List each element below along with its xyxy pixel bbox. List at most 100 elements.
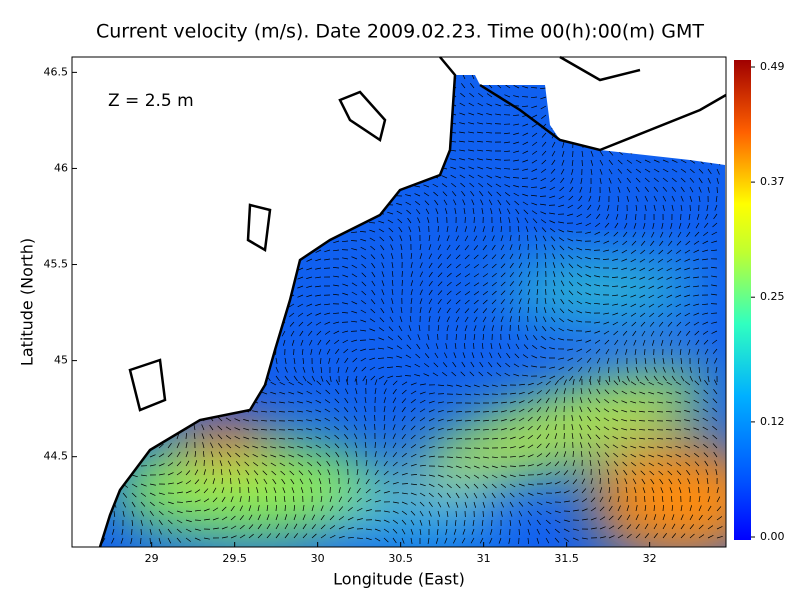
vector-arrow — [521, 177, 529, 179]
vector-arrow — [122, 272, 128, 278]
vector-arrow — [653, 375, 658, 382]
vector-arrow — [172, 168, 178, 174]
vector-arrow — [234, 294, 241, 297]
vector-arrow — [193, 114, 196, 121]
vector-arrow — [617, 168, 623, 174]
vector-arrow — [193, 159, 196, 166]
vector-arrow — [116, 159, 124, 161]
vector-arrow — [579, 96, 583, 103]
vector-arrow — [190, 254, 196, 260]
vector-arrow — [482, 282, 489, 287]
vector-arrow — [77, 343, 78, 349]
vector-arrow — [671, 141, 678, 145]
vector-arrow — [225, 330, 232, 335]
vector-arrow — [685, 240, 691, 246]
vector-arrow — [540, 96, 547, 100]
vector-arrow — [217, 213, 223, 219]
vector-arrow — [505, 75, 511, 80]
vector-arrow — [446, 299, 452, 305]
vector-arrow — [243, 267, 250, 270]
vector-arrow — [370, 96, 376, 102]
vector-arrow — [579, 424, 583, 431]
vector-arrow — [680, 204, 683, 211]
vector-arrow — [527, 280, 531, 287]
vector-arrow — [544, 298, 547, 305]
vector-arrow — [427, 217, 430, 224]
vector-arrow — [362, 186, 367, 193]
vector-arrow — [243, 419, 250, 422]
vector-arrow — [198, 348, 205, 352]
vector-arrow — [131, 272, 137, 278]
vector-arrow — [193, 433, 196, 440]
vector-arrow — [86, 520, 87, 526]
vector-arrow — [644, 141, 651, 145]
vector-arrow — [617, 114, 623, 120]
vector-arrow — [230, 186, 233, 193]
vector-arrow — [333, 284, 340, 287]
vector-arrow — [513, 85, 520, 89]
vector-arrow — [374, 500, 381, 503]
vector-arrow — [254, 231, 259, 238]
vector-arrow — [266, 348, 268, 356]
vector-arrow — [712, 339, 718, 344]
vector-arrow — [306, 419, 313, 422]
vector-arrow — [695, 339, 700, 346]
vector-arrow — [257, 150, 264, 154]
vector-arrow — [342, 283, 349, 287]
vector-arrow — [190, 263, 196, 269]
vector-arrow — [144, 354, 151, 359]
vector-arrow — [531, 210, 538, 215]
vector-arrow — [383, 415, 386, 422]
vector-arrow — [491, 226, 494, 233]
vector-arrow — [365, 478, 370, 485]
vector-arrow — [140, 400, 147, 404]
vector-arrow — [341, 312, 349, 314]
vector-arrow — [527, 306, 529, 314]
vector-arrow — [261, 446, 268, 449]
vector-arrow — [315, 399, 322, 404]
vector-arrow — [560, 271, 565, 278]
vector-arrow — [234, 427, 241, 431]
vector-arrow — [504, 84, 511, 89]
vector-arrow — [194, 150, 196, 158]
vector-arrow — [612, 240, 619, 245]
vector-arrow — [311, 366, 314, 373]
vector-arrow — [270, 303, 277, 308]
vector-arrow — [104, 263, 110, 269]
vector-arrow — [138, 217, 142, 224]
vector-arrow — [676, 240, 682, 246]
vector-arrow — [345, 379, 349, 386]
vector-arrow — [262, 470, 268, 476]
vector-arrow — [482, 333, 485, 341]
vector-arrow — [712, 398, 718, 404]
vector-arrow — [182, 168, 187, 175]
vector-arrow — [558, 87, 565, 92]
vector-arrow — [471, 352, 475, 359]
vector-arrow — [201, 186, 205, 193]
vector-arrow — [344, 397, 349, 404]
vector-arrow — [455, 384, 462, 387]
vector-arrow — [653, 96, 659, 102]
vector-arrow — [297, 401, 304, 404]
vector-arrow — [153, 177, 160, 180]
vector-arrow — [480, 199, 484, 206]
vector-arrow — [596, 451, 601, 458]
vector-arrow — [266, 505, 269, 512]
vector-arrow — [604, 339, 610, 345]
vector-arrow — [644, 204, 647, 211]
vector-arrow — [302, 514, 306, 521]
vector-arrow — [572, 509, 579, 512]
vector-arrow — [578, 87, 583, 94]
vector-arrow — [81, 167, 87, 169]
vector-arrow — [290, 231, 295, 238]
vector-arrow — [707, 132, 713, 138]
vector-arrow — [306, 428, 313, 431]
vector-arrow — [343, 348, 349, 354]
vector-arrow — [381, 262, 385, 269]
vector-arrow — [644, 514, 648, 521]
vector-arrow — [369, 338, 376, 341]
vector-arrow — [527, 271, 531, 278]
vector-arrow — [100, 102, 106, 107]
vector-arrow — [522, 364, 529, 368]
vector-arrow — [689, 78, 691, 86]
